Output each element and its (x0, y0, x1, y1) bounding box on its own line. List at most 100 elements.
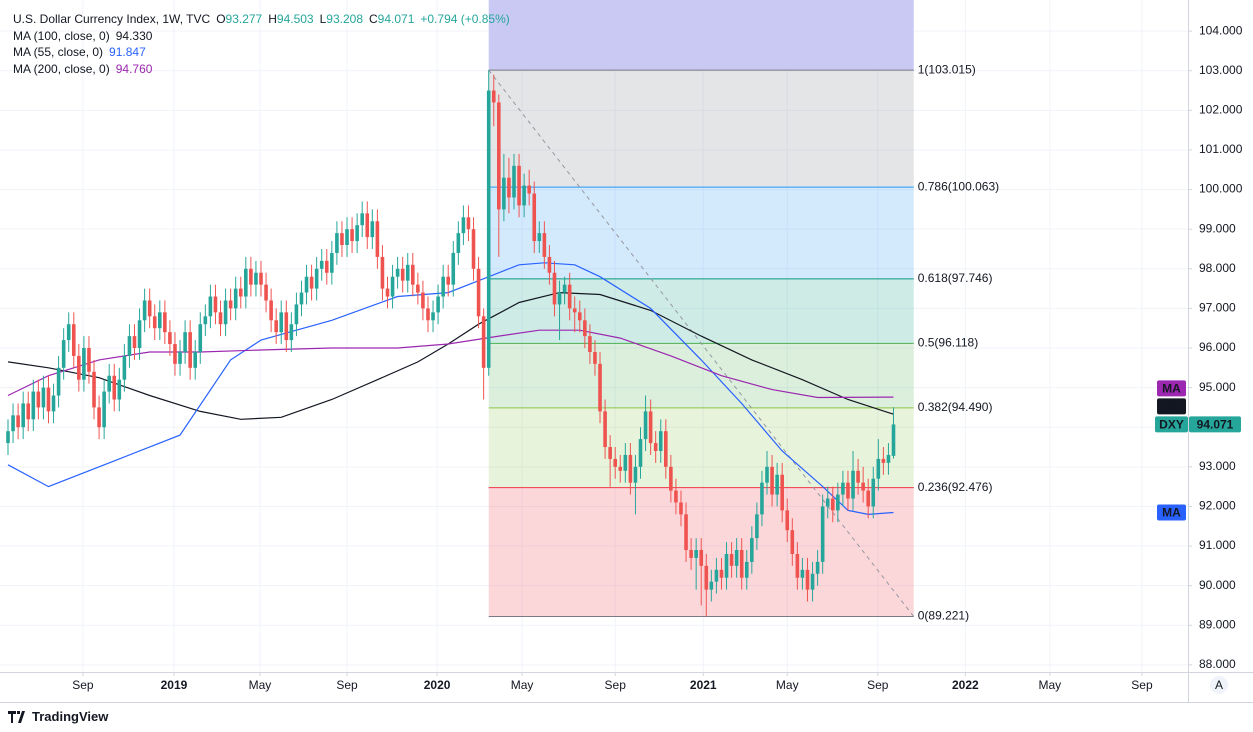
candle-body (830, 498, 835, 511)
candle-body (532, 193, 537, 242)
candle-body (674, 490, 678, 503)
candle-body (244, 268, 248, 297)
y-tick-label: 101.000 (1199, 142, 1243, 156)
y-tick-label: 95.000 (1199, 380, 1236, 394)
candle-body (719, 569, 724, 578)
indicator-row: MA (200, close, 0) 94.760 (13, 61, 510, 78)
candle-body (360, 213, 364, 226)
candle-body (497, 102, 501, 210)
y-tick-label: 102.000 (1199, 103, 1243, 117)
candle-body (729, 553, 734, 566)
candle-body (502, 177, 506, 210)
candle-body (871, 478, 876, 507)
y-tick-label: 89.000 (1199, 617, 1236, 631)
last-price-tag (1189, 416, 1241, 433)
candle-body (557, 292, 562, 305)
candle-body (527, 185, 531, 194)
candle-body (648, 411, 653, 444)
candle-body (820, 506, 825, 562)
candle-body (547, 256, 552, 273)
candle-body (228, 300, 233, 309)
candle-body (891, 424, 896, 456)
candle-body (309, 276, 314, 289)
last-price-label: 94.071 (1197, 418, 1234, 432)
candle-body (61, 340, 66, 368)
candle-body (137, 320, 142, 349)
candle-body (567, 284, 572, 309)
candle-body (456, 233, 461, 253)
fib-zone (488, 407, 914, 488)
ohlc-label: C (369, 12, 378, 26)
x-tick-label: 2019 (161, 678, 188, 692)
candle-body (790, 530, 795, 554)
candle-body (618, 466, 623, 471)
fib-zone (488, 278, 914, 344)
candle-body (77, 355, 81, 380)
candle-body (598, 363, 602, 412)
candle-body (157, 312, 162, 329)
ma-price-tag (1157, 380, 1186, 397)
candle-body (755, 514, 759, 539)
candle-body (188, 332, 192, 368)
candle-body (233, 288, 238, 309)
candle-body (365, 213, 370, 238)
candle-body (152, 316, 157, 329)
candle-body (471, 229, 476, 269)
candle-body (775, 474, 779, 495)
candle-body (577, 312, 582, 321)
time-axis-bg (0, 672, 1188, 703)
chart: 1(103.015) 0.786(100.063) 0.618(97.746) 0.5… (0, 0, 1253, 703)
candle-body (608, 447, 612, 459)
candle-body (304, 276, 309, 293)
candle-body (112, 375, 117, 400)
y-tick-label: 97.000 (1199, 301, 1236, 315)
candle-body (825, 498, 830, 507)
autoscale-button[interactable]: A (1210, 676, 1228, 694)
candle-body (765, 466, 769, 483)
fib-zone (488, 187, 914, 279)
candle-body (335, 233, 339, 253)
candle-body (193, 351, 198, 368)
candle-body (709, 581, 714, 590)
candle-body (684, 514, 688, 551)
candle-body (481, 316, 486, 368)
candle-body (446, 276, 451, 285)
candle-body (122, 355, 127, 380)
candle-body (294, 304, 299, 325)
ma-price-tag-label: MA (1162, 506, 1181, 520)
candle-body (704, 565, 709, 590)
ma-price-tag-label: MA (1162, 400, 1181, 414)
candle-body (886, 454, 891, 463)
ma-price-tag-label: MA (1162, 382, 1181, 396)
fib-level-label: 1(103.015) (918, 62, 976, 76)
candle-body (628, 454, 633, 483)
y-tick-label: 100.000 (1199, 182, 1243, 196)
autoscale-button-bg (1210, 676, 1228, 694)
x-tick-label: Sep (72, 678, 94, 692)
x-tick-label: May (776, 678, 799, 692)
candle-body (699, 550, 704, 566)
candle-body (284, 312, 289, 341)
candle-body (97, 407, 101, 428)
candle-body (11, 415, 15, 432)
x-tick-label: May (1039, 678, 1062, 692)
candle-body (380, 256, 385, 289)
candle-body (643, 411, 648, 440)
candle-body (71, 324, 76, 356)
ohlc-value: 93.277 (225, 12, 263, 26)
candle-body (734, 550, 739, 566)
change-value: +0.794 (+0.85%) (420, 12, 510, 26)
candle-body (330, 252, 334, 273)
symbol-tag (1155, 416, 1188, 433)
fib-zone (488, 343, 914, 408)
candle-body (163, 312, 167, 333)
candle-body (254, 272, 258, 285)
candle-body (350, 229, 354, 242)
fib-level-label: 0(89.221) (918, 609, 969, 623)
candle-body (750, 538, 754, 562)
ohlc-label: L (319, 12, 327, 26)
x-tick-label: May (249, 678, 272, 692)
candle-body (770, 466, 774, 495)
fib-level-label: 0.5(96.118) (918, 336, 979, 350)
candle-body (355, 225, 359, 242)
